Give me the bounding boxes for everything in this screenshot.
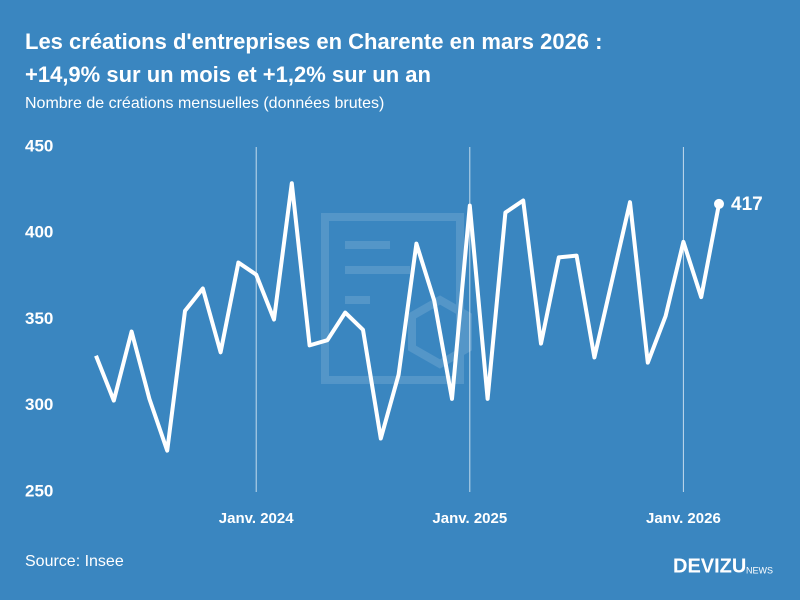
end-point — [714, 198, 724, 209]
y-tick-label: 400 — [25, 223, 53, 242]
chart-subtitle: Nombre de créations mensuelles (données … — [25, 95, 384, 112]
end-label: 417 — [731, 194, 763, 215]
x-tick-label: Janv. 2024 — [219, 510, 294, 527]
y-tick-label: 250 — [25, 481, 53, 500]
x-tick-label: Janv. 2026 — [646, 510, 721, 527]
y-tick-label: 350 — [25, 309, 53, 328]
x-tick-label: Janv. 2025 — [432, 510, 507, 527]
chart-title: Les créations d'entreprises en Charente … — [25, 29, 602, 54]
y-tick-label: 300 — [25, 395, 53, 414]
chart-title: +14,9% sur un mois et +1,2% sur un an — [25, 62, 431, 87]
source: Source: Insee — [25, 553, 124, 570]
brand-suffix: NEWS — [746, 565, 773, 575]
y-tick-label: 450 — [25, 136, 53, 155]
brand: DEVIZU — [673, 555, 746, 577]
line — [94, 181, 721, 453]
